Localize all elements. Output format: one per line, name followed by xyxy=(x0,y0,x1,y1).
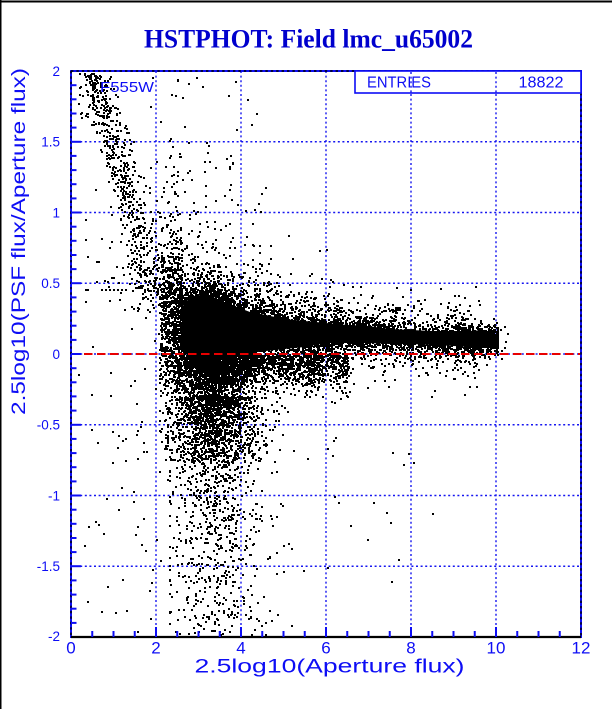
svg-text:-1.5: -1.5 xyxy=(37,559,60,574)
svg-text:12: 12 xyxy=(572,639,591,658)
svg-text:-2: -2 xyxy=(48,629,60,644)
svg-text:-1: -1 xyxy=(48,488,60,503)
svg-text:F555W: F555W xyxy=(100,80,154,96)
svg-text:HSTPHOT: Field lmc_u65002: HSTPHOT: Field lmc_u65002 xyxy=(144,25,473,54)
svg-text:2: 2 xyxy=(52,64,60,79)
svg-text:ENTRIES: ENTRIES xyxy=(367,75,431,92)
svg-text:2.5log10(PSF flux/Aperture flu: 2.5log10(PSF flux/Aperture flux) xyxy=(8,68,30,415)
svg-text:2: 2 xyxy=(151,639,160,658)
svg-text:4: 4 xyxy=(236,639,245,658)
svg-text:2.5log10(Aperture flux): 2.5log10(Aperture flux) xyxy=(195,656,465,678)
svg-text:1.5: 1.5 xyxy=(41,135,60,150)
svg-text:0: 0 xyxy=(52,347,60,362)
svg-text:6: 6 xyxy=(321,639,330,658)
svg-text:18822: 18822 xyxy=(519,75,564,92)
svg-text:0: 0 xyxy=(66,639,75,658)
svg-text:0.5: 0.5 xyxy=(41,276,60,291)
svg-text:10: 10 xyxy=(487,639,506,658)
svg-text:-0.5: -0.5 xyxy=(37,418,60,433)
svg-text:1: 1 xyxy=(52,205,60,220)
svg-text:8: 8 xyxy=(406,639,415,658)
